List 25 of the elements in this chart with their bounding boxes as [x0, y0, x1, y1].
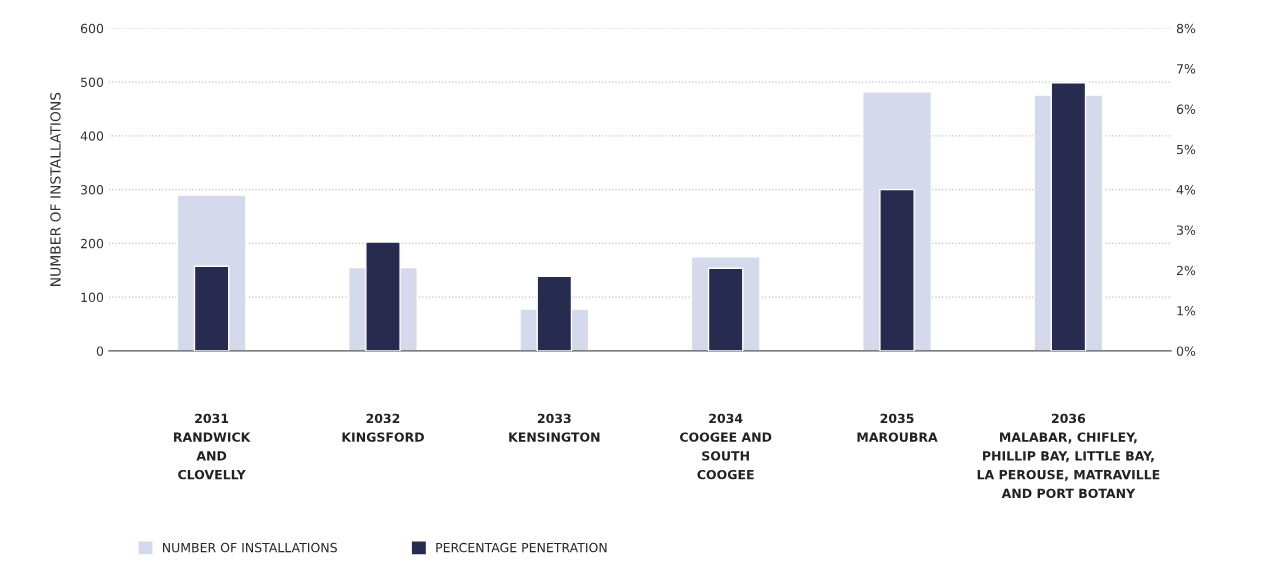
- y-tick-label: 0: [96, 346, 104, 356]
- y-tick-label: 300: [81, 185, 104, 195]
- y-axis-title: NUMBER OF INSTALLATIONS: [50, 92, 61, 286]
- x-tick-label: 2033 KENSINGTON: [509, 413, 600, 442]
- legend-label: NUMBER OF INSTALLATIONS: [162, 542, 337, 553]
- y2-tick-label: 2%: [1176, 265, 1196, 276]
- x-tick-label: 2032 KINGSFORD: [342, 413, 424, 442]
- x-tick-label: 2031 RANDWICK AND CLOVELLY: [174, 413, 251, 480]
- x-tick-label: 2034 COOGEE AND SOUTH COOGEE: [679, 413, 772, 480]
- y-tick-label: 600: [80, 23, 104, 34]
- y2-tick-label: 1%: [1177, 306, 1196, 316]
- y2-tick-label: 7%: [1177, 64, 1196, 74]
- y-tick-label: 500: [81, 77, 104, 87]
- legend-label: PERCENTAGE PENETRATION: [436, 542, 607, 553]
- y2-tick-label: 8%: [1176, 23, 1196, 34]
- y-tick-label: 100: [81, 292, 104, 303]
- y2-tick-label: 0%: [1176, 346, 1196, 356]
- y-tick-label: 400: [80, 131, 104, 141]
- x-tick-label: 2035 MAROUBRA: [857, 413, 938, 442]
- y2-tick-label: 5%: [1177, 144, 1196, 155]
- y2-tick-label: 6%: [1176, 104, 1196, 114]
- y-tick-label: 200: [81, 238, 104, 249]
- y2-tick-label: 3%: [1177, 225, 1196, 235]
- x-tick-label: 2036 MALABAR, CHIFLEY, PHILLIP BAY, LITTLE BAY, LA PEROUSE, MATRAVILLE AND PORT BOTANY: [977, 413, 1160, 499]
- y2-tick-label: 4%: [1176, 185, 1196, 195]
